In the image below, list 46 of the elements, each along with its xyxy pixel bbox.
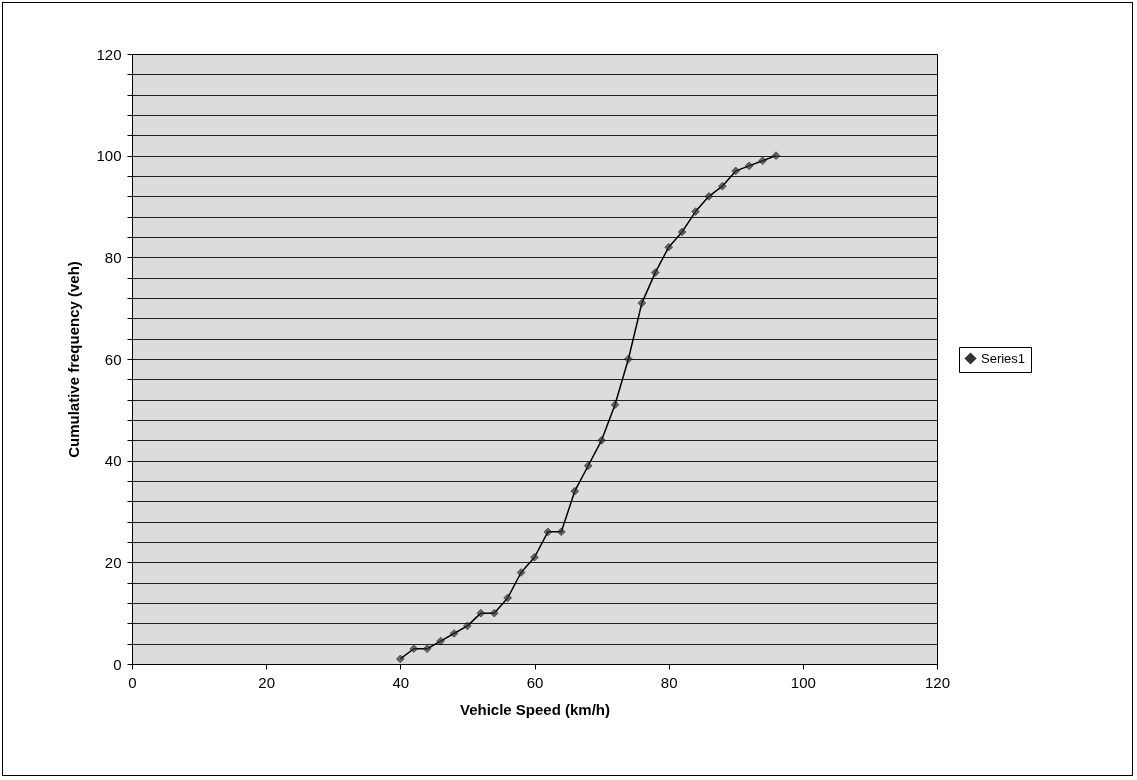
point: [718, 181, 727, 191]
point: [436, 636, 445, 646]
point: [543, 527, 553, 537]
point: [557, 527, 566, 537]
x-axis-title: Vehicle Speed (km/h): [459, 700, 611, 718]
point: [503, 593, 512, 603]
legend-label: Series1: [981, 350, 1026, 366]
point: [758, 156, 767, 166]
point: [463, 621, 472, 631]
y-tick-label: 40: [104, 452, 122, 470]
point: [744, 161, 754, 171]
x-tick-label: 80: [660, 673, 678, 691]
point: [691, 207, 700, 216]
point: [476, 608, 486, 618]
point: [530, 552, 539, 562]
point: [597, 436, 606, 445]
point: [731, 166, 741, 176]
x-tick-label: 40: [392, 673, 410, 691]
point: [396, 654, 405, 664]
point: [409, 644, 419, 654]
y-tick-label: 20: [104, 553, 122, 571]
point: [664, 242, 673, 252]
point: [704, 192, 714, 201]
point: [570, 486, 580, 496]
point: [489, 608, 499, 618]
y-tick-label: 80: [104, 248, 122, 266]
point: [583, 461, 593, 471]
point: [650, 268, 660, 277]
point: [516, 568, 526, 577]
point: [637, 298, 647, 308]
x-tick-label: 100: [790, 673, 816, 691]
y-axis-title: Cumulative frequency (veh): [65, 261, 83, 458]
y-tick-label: 60: [104, 350, 122, 368]
point: [771, 151, 781, 160]
y-tick-label: 0: [113, 655, 122, 673]
x-tick-label: 120: [924, 673, 951, 691]
y-tick-label: 120: [96, 45, 122, 63]
point: [422, 644, 432, 654]
x-tick-label: 20: [258, 673, 276, 691]
x-tick-label: 60: [526, 673, 544, 691]
point: [449, 629, 459, 638]
point: [610, 400, 620, 410]
x-tick-label: 0: [128, 673, 137, 691]
y-tick-label: 100: [96, 147, 122, 165]
point: [624, 354, 633, 364]
point: [677, 227, 687, 237]
